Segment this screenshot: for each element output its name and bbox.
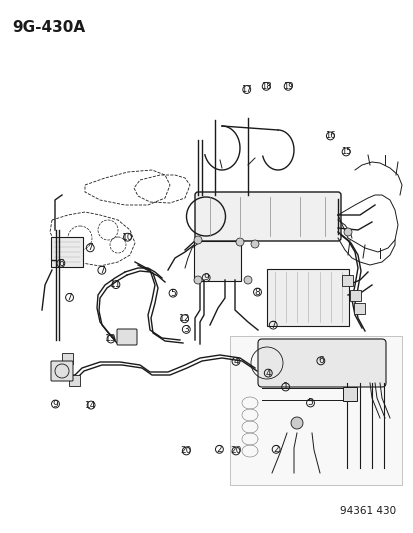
Text: 20: 20 bbox=[180, 447, 192, 455]
Text: 16: 16 bbox=[324, 132, 335, 140]
Text: 19: 19 bbox=[282, 82, 293, 91]
Text: 20: 20 bbox=[230, 447, 241, 455]
FancyBboxPatch shape bbox=[51, 361, 73, 381]
Text: 7: 7 bbox=[270, 321, 275, 329]
Text: 14: 14 bbox=[85, 401, 97, 409]
Text: 12: 12 bbox=[178, 314, 190, 323]
Text: 7: 7 bbox=[99, 266, 104, 274]
Text: 9: 9 bbox=[203, 273, 209, 282]
Circle shape bbox=[194, 236, 202, 244]
FancyBboxPatch shape bbox=[117, 329, 137, 345]
FancyBboxPatch shape bbox=[195, 192, 340, 241]
Text: 94361 430: 94361 430 bbox=[339, 506, 395, 516]
Text: 18: 18 bbox=[260, 82, 271, 91]
Circle shape bbox=[343, 228, 351, 236]
FancyBboxPatch shape bbox=[342, 387, 356, 401]
FancyBboxPatch shape bbox=[69, 375, 80, 385]
FancyBboxPatch shape bbox=[230, 336, 401, 485]
FancyBboxPatch shape bbox=[342, 274, 353, 286]
Text: 17: 17 bbox=[241, 85, 252, 94]
Text: 2: 2 bbox=[273, 445, 278, 454]
Circle shape bbox=[235, 238, 243, 246]
FancyBboxPatch shape bbox=[194, 241, 240, 281]
Text: 3: 3 bbox=[183, 325, 189, 334]
Text: 8: 8 bbox=[254, 288, 260, 296]
Text: 4: 4 bbox=[265, 369, 271, 377]
Text: 11: 11 bbox=[110, 280, 121, 289]
Text: 9: 9 bbox=[52, 400, 58, 408]
FancyBboxPatch shape bbox=[350, 289, 361, 301]
FancyBboxPatch shape bbox=[51, 237, 83, 267]
FancyBboxPatch shape bbox=[266, 269, 348, 326]
Text: 1: 1 bbox=[282, 383, 288, 391]
Text: 5: 5 bbox=[170, 289, 176, 297]
Text: 2: 2 bbox=[216, 445, 222, 454]
Circle shape bbox=[290, 417, 302, 429]
Text: 7: 7 bbox=[87, 244, 93, 252]
Text: 5: 5 bbox=[307, 399, 313, 407]
FancyBboxPatch shape bbox=[354, 303, 365, 313]
Text: 13: 13 bbox=[105, 335, 116, 343]
Text: 15: 15 bbox=[340, 148, 351, 156]
Text: 9G-430A: 9G-430A bbox=[12, 20, 85, 35]
Text: 6: 6 bbox=[58, 259, 64, 268]
Circle shape bbox=[194, 276, 202, 284]
FancyBboxPatch shape bbox=[62, 365, 72, 376]
FancyBboxPatch shape bbox=[257, 339, 385, 387]
Text: 7: 7 bbox=[66, 293, 72, 302]
Text: 6: 6 bbox=[317, 357, 323, 365]
Circle shape bbox=[243, 276, 252, 284]
FancyBboxPatch shape bbox=[62, 352, 74, 364]
Text: 10: 10 bbox=[121, 233, 133, 241]
Text: 4: 4 bbox=[233, 357, 238, 366]
Circle shape bbox=[250, 240, 259, 248]
